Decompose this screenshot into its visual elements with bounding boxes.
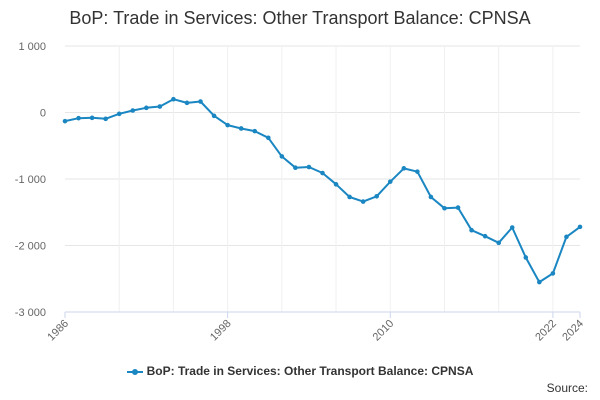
x-tick-label: 2024 [560, 318, 586, 344]
data-point [225, 122, 230, 128]
x-tick-label: 2010 [371, 318, 397, 344]
data-point [537, 279, 542, 285]
data-point [252, 128, 258, 134]
chart-title: BoP: Trade in Services: Other Transport … [69, 8, 531, 28]
data-point [374, 193, 380, 199]
data-point [401, 166, 407, 171]
data-point [523, 255, 529, 260]
x-tick-label: 1998 [208, 318, 234, 344]
data-point [415, 169, 420, 174]
data-point [306, 164, 312, 170]
data-point [184, 100, 190, 106]
data-point [428, 194, 434, 200]
data-point [198, 99, 203, 104]
data-point [293, 165, 298, 170]
data-point [496, 240, 501, 246]
data-point [387, 179, 393, 184]
x-tick-label: 1986 [45, 318, 71, 344]
data-point [550, 271, 556, 276]
y-tick-label: -1 000 [15, 174, 46, 186]
data-point [265, 135, 271, 141]
series-line [64, 98, 581, 284]
data-point [157, 104, 163, 109]
legend-label: BoP: Trade in Services: Other Transport … [146, 364, 474, 378]
data-point [116, 111, 122, 117]
data-point [211, 113, 217, 119]
data-point [279, 154, 285, 159]
y-tick-label: -3 000 [15, 307, 46, 319]
data-point [482, 233, 488, 239]
data-point [360, 199, 366, 204]
legend[interactable]: BoP: Trade in Services: Other Transport … [0, 364, 600, 378]
data-point [577, 224, 583, 230]
data-point [89, 115, 95, 121]
data-point [469, 227, 474, 233]
data-point [333, 182, 339, 187]
data-point [171, 96, 176, 102]
data-point [442, 205, 447, 211]
legend-line-marker-icon [126, 367, 143, 377]
data-point [76, 115, 81, 121]
data-point [103, 116, 108, 122]
data-point [455, 205, 461, 210]
data-point [62, 118, 68, 124]
data-point [130, 108, 136, 113]
y-tick-label: 0 [40, 108, 46, 120]
data-point [347, 194, 352, 200]
data-point [320, 170, 325, 176]
y-tick-label: -2 000 [15, 241, 46, 253]
y-tick-label: 1 000 [18, 41, 46, 53]
data-point [238, 126, 244, 131]
source-label: Source: [546, 381, 588, 395]
x-tick-label: 2022 [533, 318, 559, 344]
data-point [564, 234, 569, 240]
data-point [509, 225, 515, 230]
data-point [144, 105, 149, 111]
